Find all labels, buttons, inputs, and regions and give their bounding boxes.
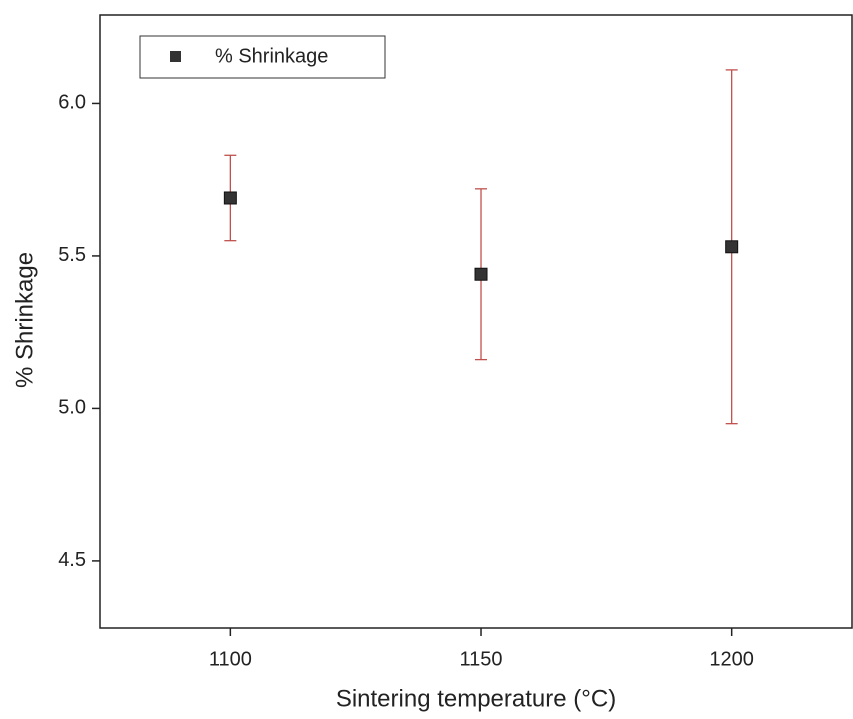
y-tick-label: 4.5 [58, 549, 86, 571]
marker [725, 240, 739, 254]
x-tick-label: 1150 [460, 648, 503, 670]
plot-frame [99, 14, 853, 629]
y-tick-label: 5.5 [58, 244, 86, 266]
x-tick-label: 1100 [209, 648, 252, 670]
legend-label: % Shrinkage [215, 45, 328, 67]
legend-marker [170, 51, 181, 62]
x-axis-label: Sintering temperature (°C) [336, 685, 616, 712]
marker [223, 191, 237, 205]
y-tick-label: 5.0 [58, 397, 86, 419]
y-axis-label: % Shrinkage [11, 252, 38, 388]
y-tick-label: 6.0 [58, 92, 86, 114]
marker [474, 267, 488, 281]
x-tick-label: 1200 [709, 648, 754, 670]
